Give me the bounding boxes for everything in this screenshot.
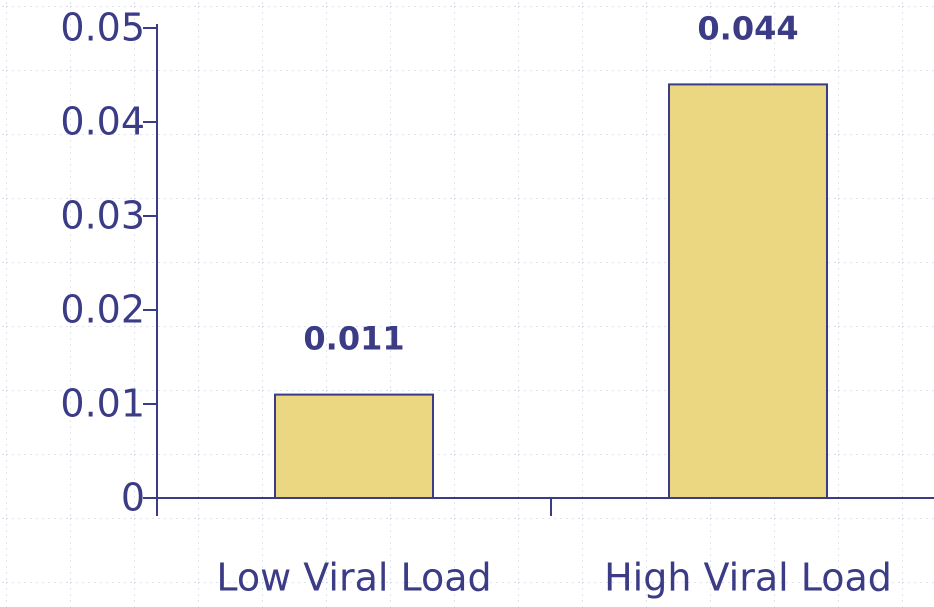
y-tick-label: 0.05 <box>60 6 145 50</box>
bar <box>274 393 434 500</box>
y-tick-label: 0 <box>121 476 145 520</box>
bar <box>668 83 828 500</box>
value-label: 0.011 <box>303 320 404 358</box>
x-tick-label: High Viral Load <box>604 556 892 600</box>
x-tick-label: Low Viral Load <box>216 556 491 600</box>
value-label: 0.044 <box>697 9 798 47</box>
y-tick-label: 0.01 <box>60 382 145 426</box>
y-tick-label: 0.03 <box>60 194 145 238</box>
y-tick-label: 0.02 <box>60 288 145 332</box>
y-tick-label: 0.04 <box>60 100 145 144</box>
